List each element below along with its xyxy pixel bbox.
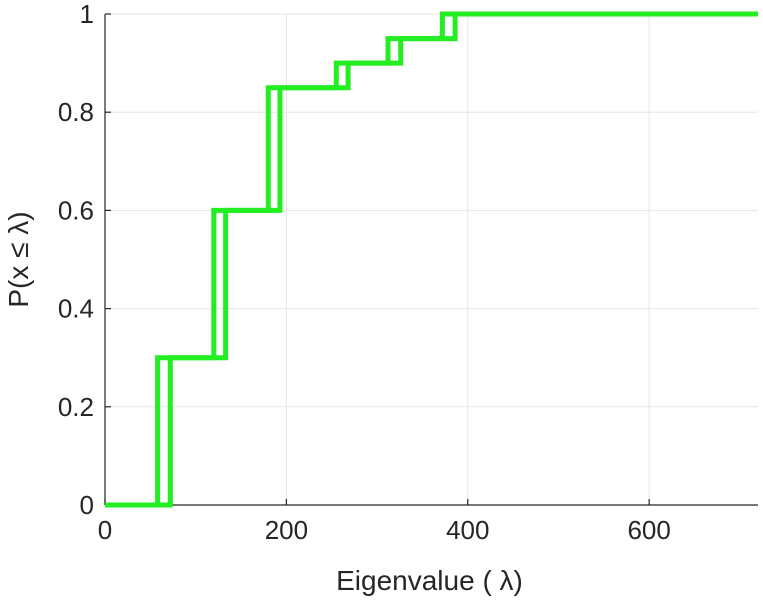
tick-labels: 0 200 400 600 0 0.2 0.4 0.6 0.8 1 [58, 0, 671, 545]
x-tick-label: 600 [627, 515, 670, 545]
series-lines [105, 11, 758, 508]
series-line-2 [105, 11, 758, 508]
x-axis-label: Eigenvalue ( λ) [336, 565, 523, 596]
y-tick-label: 0.4 [58, 294, 94, 324]
y-tick-label: 0.2 [58, 392, 94, 422]
x-tick-label: 0 [98, 515, 112, 545]
grid [105, 13, 758, 505]
series-line-1 [105, 11, 758, 508]
x-tick-label: 200 [265, 515, 308, 545]
y-tick-label: 0 [80, 490, 94, 520]
y-tick-label: 0.8 [58, 97, 94, 127]
x-tick-label: 400 [446, 515, 489, 545]
y-axis-label: P(x ≤ λ) [3, 211, 34, 307]
y-tick-label: 0.6 [58, 195, 94, 225]
y-tick-label: 1 [80, 0, 94, 29]
axes [104, 13, 758, 506]
